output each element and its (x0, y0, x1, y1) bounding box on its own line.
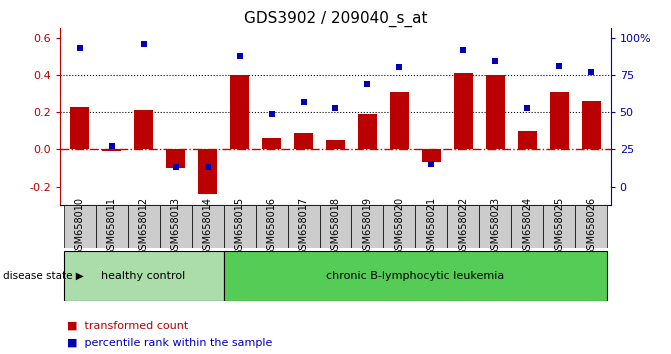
Bar (294, 133, 313, 149)
Bar (326, 140, 345, 149)
Bar (358, 114, 377, 149)
Text: GSM658013: GSM658013 (170, 197, 180, 256)
Bar (448, 205, 480, 248)
Bar (454, 73, 473, 149)
Bar (384, 205, 415, 248)
Bar (544, 205, 576, 248)
Text: healthy control: healthy control (101, 271, 186, 281)
Text: GSM658025: GSM658025 (554, 197, 564, 256)
Bar (262, 138, 281, 149)
Bar (223, 205, 256, 248)
Bar (230, 75, 249, 149)
Text: disease state ▶: disease state ▶ (3, 271, 84, 281)
Bar (64, 205, 95, 248)
Bar (102, 149, 121, 151)
Bar (319, 205, 352, 248)
Text: chronic B-lymphocytic leukemia: chronic B-lymphocytic leukemia (326, 271, 505, 281)
Bar (576, 205, 607, 248)
Bar (518, 131, 537, 149)
Text: ■  percentile rank within the sample: ■ percentile rank within the sample (60, 338, 273, 348)
Text: GSM658016: GSM658016 (266, 197, 276, 256)
Bar (134, 110, 153, 149)
Bar (95, 205, 127, 248)
Bar (191, 205, 223, 248)
Bar (64, 251, 223, 301)
Bar (390, 92, 409, 149)
Text: GSM658026: GSM658026 (586, 197, 597, 256)
Text: GSM658021: GSM658021 (427, 197, 436, 256)
Text: GSM658020: GSM658020 (395, 197, 405, 256)
Bar (550, 92, 569, 149)
Text: GSM658017: GSM658017 (299, 197, 309, 256)
Bar (70, 107, 89, 149)
Bar (223, 251, 607, 301)
Text: GSM658011: GSM658011 (107, 197, 117, 256)
Bar (256, 205, 287, 248)
Text: GSM658019: GSM658019 (362, 197, 372, 256)
Bar (582, 101, 601, 149)
Bar (486, 75, 505, 149)
Text: GSM658010: GSM658010 (74, 197, 85, 256)
Bar (511, 205, 544, 248)
Bar (287, 205, 319, 248)
Bar (166, 149, 185, 168)
Text: GSM658022: GSM658022 (458, 197, 468, 256)
Text: GSM658014: GSM658014 (203, 197, 213, 256)
Text: GSM658023: GSM658023 (491, 197, 501, 256)
Text: GSM658018: GSM658018 (331, 197, 340, 256)
Bar (480, 205, 511, 248)
Text: ■  transformed count: ■ transformed count (60, 321, 189, 331)
Bar (422, 149, 441, 162)
Bar (198, 149, 217, 194)
Bar (352, 205, 384, 248)
Title: GDS3902 / 209040_s_at: GDS3902 / 209040_s_at (244, 11, 427, 27)
Bar (127, 205, 160, 248)
Text: GSM658024: GSM658024 (523, 197, 532, 256)
Text: GSM658012: GSM658012 (139, 197, 148, 256)
Bar (415, 205, 448, 248)
Text: GSM658015: GSM658015 (235, 197, 244, 256)
Bar (160, 205, 191, 248)
